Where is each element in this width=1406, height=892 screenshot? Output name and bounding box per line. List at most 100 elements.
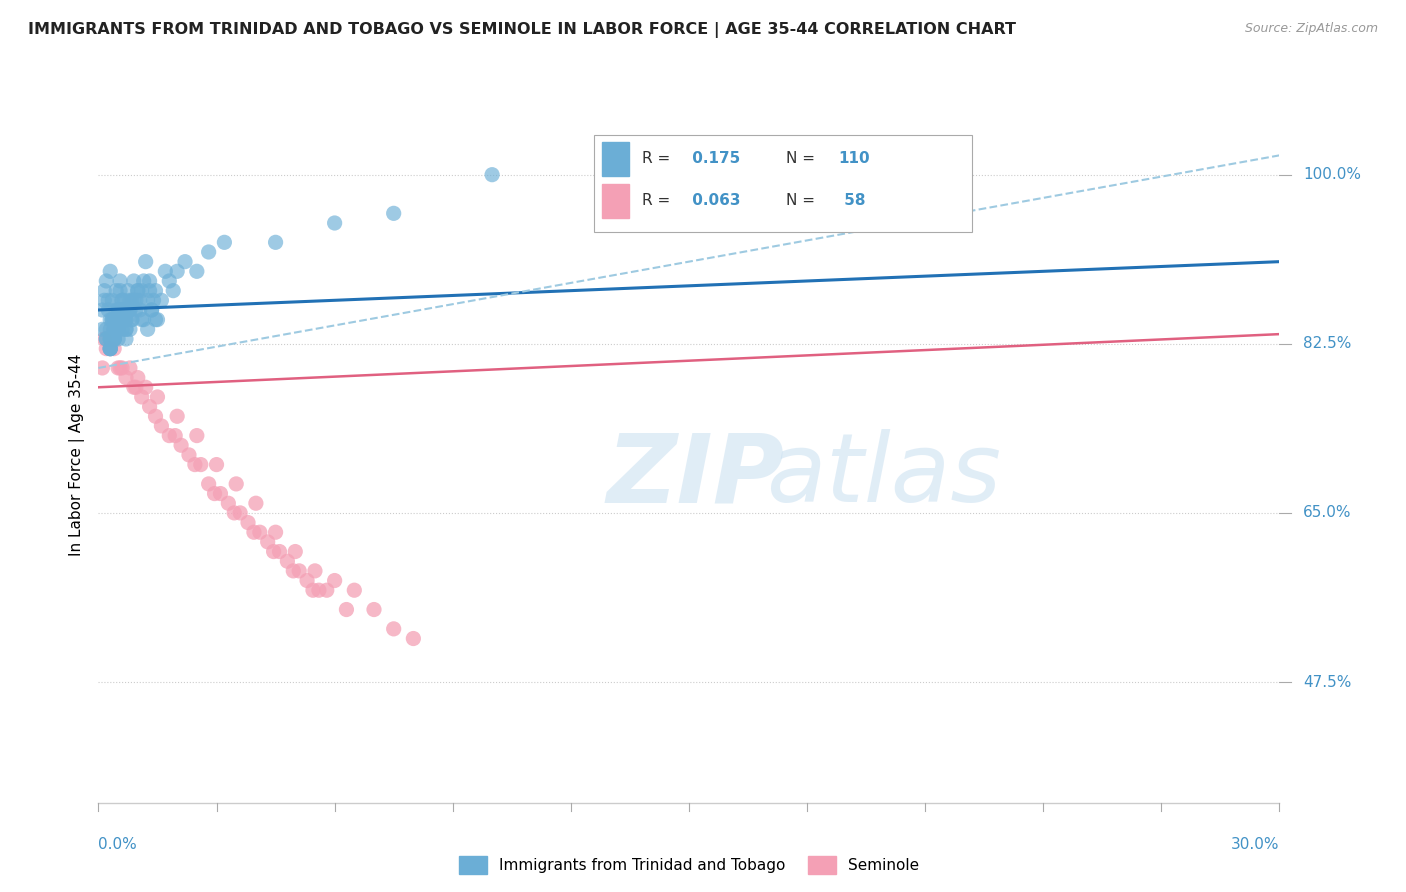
Point — [118, 322, 141, 336]
Point — [118, 303, 141, 318]
Point — [107, 322, 129, 336]
Point — [115, 322, 138, 336]
Point — [177, 448, 200, 462]
Point — [103, 322, 125, 336]
Point — [108, 284, 131, 298]
Point — [225, 477, 247, 491]
Point — [323, 574, 346, 588]
Point — [128, 303, 150, 318]
Legend: Immigrants from Trinidad and Tobago, Seminole: Immigrants from Trinidad and Tobago, Sem… — [453, 850, 925, 880]
Point — [121, 312, 143, 326]
Point — [98, 322, 121, 336]
Point — [117, 303, 139, 318]
Point — [98, 342, 121, 356]
Text: IMMIGRANTS FROM TRINIDAD AND TOBAGO VS SEMINOLE IN LABOR FORCE | AGE 35-44 CORRE: IMMIGRANTS FROM TRINIDAD AND TOBAGO VS S… — [28, 22, 1017, 38]
Point — [264, 525, 287, 540]
Point — [98, 342, 121, 356]
Point — [122, 380, 145, 394]
Point — [174, 254, 197, 268]
Point — [112, 312, 135, 326]
Point — [122, 293, 145, 308]
Point — [197, 245, 219, 260]
Point — [190, 458, 212, 472]
Point — [402, 632, 425, 646]
Point — [107, 322, 129, 336]
Point — [93, 284, 115, 298]
Point — [166, 409, 188, 424]
Point — [145, 284, 167, 298]
Point — [98, 342, 121, 356]
Point — [243, 525, 266, 540]
Point — [107, 361, 129, 376]
Point — [150, 293, 173, 308]
Point — [121, 293, 143, 308]
Point — [115, 312, 138, 326]
Point — [91, 361, 114, 376]
Point — [108, 274, 131, 288]
Point — [135, 254, 157, 268]
Text: 0.175: 0.175 — [688, 152, 741, 166]
Point — [245, 496, 267, 510]
Point — [107, 332, 129, 346]
Point — [145, 409, 167, 424]
Text: R =: R = — [643, 152, 675, 166]
Point — [263, 544, 285, 558]
Point — [229, 506, 252, 520]
Point — [103, 342, 125, 356]
Text: N =: N = — [786, 152, 820, 166]
Point — [111, 303, 134, 318]
Point — [115, 332, 138, 346]
Point — [363, 602, 385, 616]
Point — [145, 312, 167, 326]
Point — [115, 370, 138, 384]
Point — [127, 284, 149, 298]
Point — [118, 303, 141, 318]
Point — [98, 342, 121, 356]
Point — [197, 477, 219, 491]
Point — [125, 303, 148, 318]
Point — [96, 332, 118, 346]
Point — [138, 284, 160, 298]
Point — [121, 312, 143, 326]
Point — [122, 274, 145, 288]
Point — [184, 458, 207, 472]
Point — [111, 293, 134, 308]
Point — [157, 428, 180, 442]
Point — [481, 168, 503, 182]
Point — [256, 535, 278, 549]
Point — [96, 332, 118, 346]
Point — [111, 322, 134, 336]
Point — [157, 274, 180, 288]
Point — [98, 332, 121, 346]
Point — [343, 583, 366, 598]
Point — [103, 332, 125, 346]
Point — [93, 332, 115, 346]
Point — [288, 564, 311, 578]
Point — [107, 303, 129, 318]
Point — [308, 583, 330, 598]
Text: 110: 110 — [838, 152, 870, 166]
Point — [115, 322, 138, 336]
Point — [93, 293, 115, 308]
Text: 58: 58 — [838, 194, 865, 208]
Point — [138, 400, 160, 414]
Bar — [602, 142, 628, 176]
Point — [107, 303, 129, 318]
Point — [103, 332, 125, 346]
Text: 30.0%: 30.0% — [1232, 837, 1279, 852]
Point — [111, 361, 134, 376]
Point — [315, 583, 337, 598]
Point — [236, 516, 259, 530]
Point — [125, 380, 148, 394]
Point — [103, 322, 125, 336]
Point — [283, 564, 305, 578]
Point — [170, 438, 193, 452]
Point — [136, 322, 159, 336]
Point — [107, 322, 129, 336]
Point — [141, 303, 163, 318]
Point — [132, 312, 155, 326]
Point — [138, 274, 160, 288]
Point — [111, 303, 134, 318]
Point — [217, 496, 239, 510]
Point — [264, 235, 287, 250]
